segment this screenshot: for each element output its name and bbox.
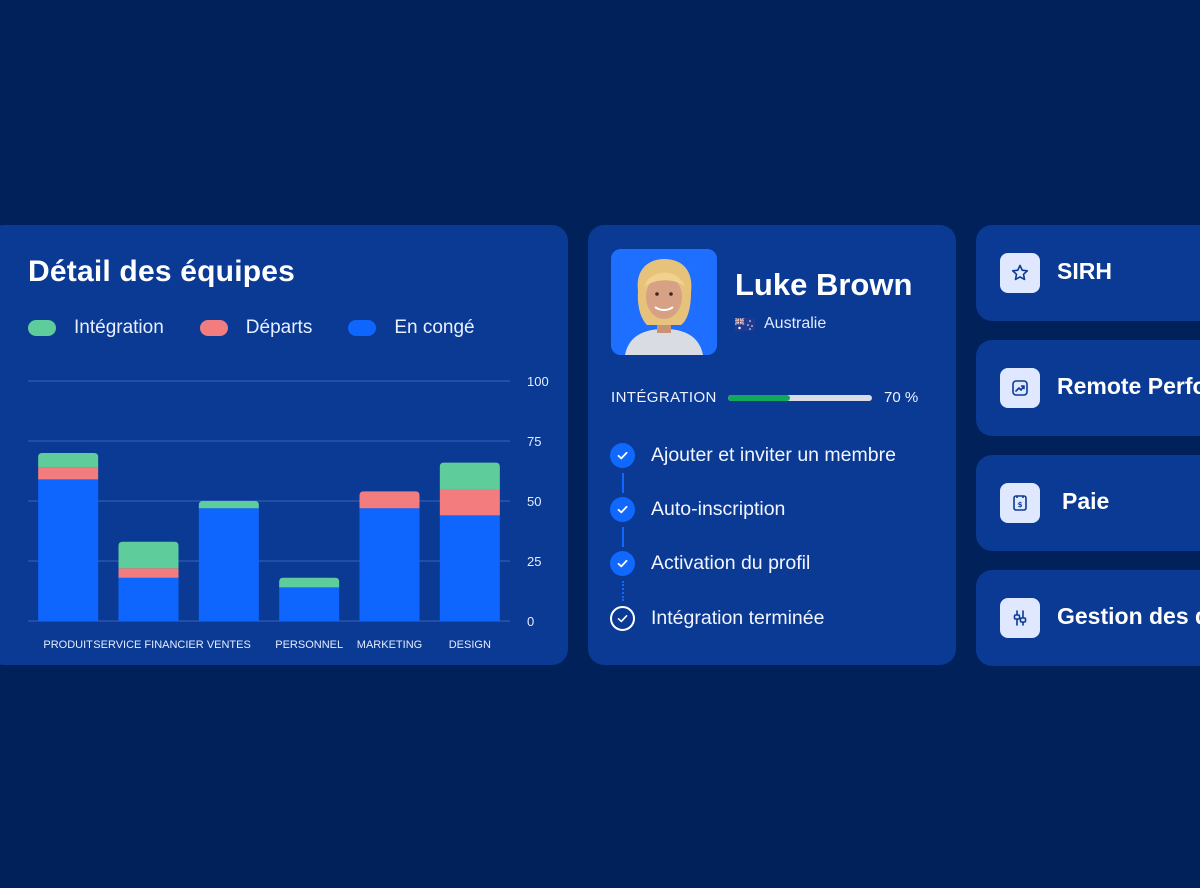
step-item[interactable]: Activation du profil <box>610 551 810 576</box>
legend-item-integration: Intégration <box>28 317 164 339</box>
bar-segment <box>38 479 99 621</box>
x-tick-label: PRODUIT <box>43 639 93 651</box>
y-tick-label: 50 <box>527 494 541 509</box>
star-icon <box>1000 253 1040 293</box>
sliders-icon <box>1000 598 1040 638</box>
profile-card: Luke Brown Australie INTÉGRATION <box>588 225 956 665</box>
onboarding-progress: INTÉGRATION 70 % <box>611 389 918 406</box>
step-connector <box>622 473 624 493</box>
avatar-portrait <box>611 249 717 355</box>
bar-segment <box>118 568 179 578</box>
tile-paie[interactable]: $ Paie <box>976 455 1200 551</box>
legend-label-leave: En congé <box>394 317 475 338</box>
check-outline-icon <box>610 606 635 631</box>
x-tick-label: PERSONNEL <box>275 639 343 651</box>
x-tick-label: MARKETING <box>357 639 422 651</box>
step-label: Activation du profil <box>651 552 811 574</box>
progress-fill <box>728 394 790 401</box>
progress-track <box>728 394 872 401</box>
bar-segment <box>38 453 99 468</box>
bar-segment <box>439 515 500 621</box>
team-breakdown-card: Détail des équipes Intégration Départs E… <box>0 225 568 665</box>
legend-swatch-integration <box>28 320 56 336</box>
bar-segment <box>279 577 340 588</box>
check-icon <box>610 497 635 522</box>
australia-flag-icon <box>735 317 755 331</box>
tile-label: Paie <box>1062 488 1110 514</box>
payslip-icon: $ <box>1000 483 1040 523</box>
svg-text:$: $ <box>1018 501 1023 509</box>
progress-value: 70 % <box>884 389 919 406</box>
tile-gestion[interactable]: Gestion des dépenses <box>976 570 1200 666</box>
legend-swatch-departures <box>199 320 228 336</box>
y-tick-label: 0 <box>527 614 534 629</box>
trend-chart-icon <box>1000 368 1040 408</box>
tile-label: SIRH <box>1057 258 1112 284</box>
bar-segment <box>439 462 500 489</box>
bar-segment <box>359 491 420 509</box>
profile-country: Australie <box>735 315 826 333</box>
check-icon <box>610 443 635 468</box>
tile-label: Remote Performance <box>1057 373 1200 399</box>
tile-sirh[interactable]: SIRH <box>976 225 1200 321</box>
step-item[interactable]: Ajouter et inviter un membre <box>610 443 896 468</box>
tile-label: Gestion des dépenses <box>1057 603 1200 629</box>
step-label: Auto-inscription <box>651 498 786 520</box>
profile-name: Luke Brown <box>735 267 913 302</box>
x-tick-label: SERVICE FINANCIER <box>93 639 203 651</box>
legend-item-departures: Départs <box>199 317 313 339</box>
step-item[interactable]: Auto-inscription <box>610 497 785 522</box>
step-connector <box>622 527 624 547</box>
bar-segment <box>198 508 259 621</box>
bar-segment <box>198 501 259 509</box>
chart-legend: Intégration Départs En congé <box>28 317 511 339</box>
bar-segment <box>279 587 340 621</box>
y-tick-label: 75 <box>527 434 541 449</box>
step-item[interactable]: Intégration terminée <box>610 606 824 631</box>
legend-label-departures: Départs <box>245 317 313 338</box>
bar-segment <box>38 467 99 480</box>
legend-label-integration: Intégration <box>74 317 164 338</box>
y-tick-label: 100 <box>527 374 549 389</box>
progress-label: INTÉGRATION <box>611 389 717 406</box>
team-card-title: Détail des équipes <box>28 255 296 288</box>
step-connector-pending <box>622 581 624 601</box>
step-label: Intégration terminée <box>651 607 825 629</box>
legend-item-leave: En congé <box>348 317 475 339</box>
y-tick-label: 25 <box>527 554 541 569</box>
step-label: Ajouter et inviter un membre <box>651 444 896 466</box>
x-tick-label: VENTES <box>207 639 251 651</box>
avatar <box>611 249 717 355</box>
bar-segment <box>359 508 420 621</box>
tile-remote-performance[interactable]: Remote Performance <box>976 340 1200 436</box>
bar-segment <box>118 577 179 621</box>
x-tick-label: DESIGN <box>449 639 491 651</box>
bar-segment <box>118 541 179 569</box>
stacked-bar-chart: 100 75 50 25 0 PRODUIT SERVICE FINANCIER VENTES… <box>28 374 549 651</box>
bar-segment <box>439 489 500 516</box>
check-icon <box>610 551 635 576</box>
legend-swatch-leave <box>348 320 377 336</box>
country-label: Australie <box>764 315 827 332</box>
